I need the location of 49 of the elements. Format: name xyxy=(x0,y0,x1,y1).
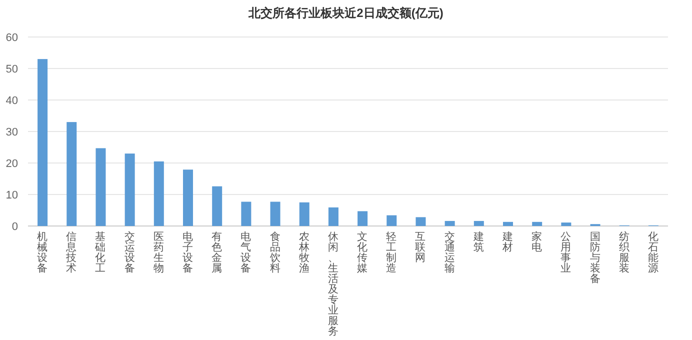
bar xyxy=(38,59,48,226)
bar xyxy=(358,211,368,226)
y-tick-label: 60 xyxy=(6,32,18,44)
bar xyxy=(444,220,455,226)
y-tick-label: 50 xyxy=(6,64,18,76)
x-tick-label: 交通运输 xyxy=(444,230,456,274)
chart-title: 北交所各行业板块近2日成交额(亿元) xyxy=(248,6,444,20)
bar xyxy=(503,222,513,226)
x-tick-label: 建材 xyxy=(502,230,514,254)
y-tick-label: 30 xyxy=(6,126,18,138)
y-tick-label: 40 xyxy=(6,95,18,107)
bar xyxy=(474,220,484,226)
x-tick-label: 建筑 xyxy=(472,230,484,254)
x-tick-label: 交运设备 xyxy=(124,230,136,274)
bar xyxy=(561,222,572,226)
x-tick-label: 公用事业 xyxy=(560,231,572,274)
bar xyxy=(124,154,135,226)
x-tick-label: 医药生物 xyxy=(153,231,164,274)
x-tick-label: 有色金属 xyxy=(212,231,223,274)
bar xyxy=(183,170,193,226)
bar xyxy=(532,222,542,226)
x-tick-label: 电气设备 xyxy=(240,230,252,274)
x-tick-label: 基础化工 xyxy=(94,230,106,274)
bar xyxy=(96,148,106,226)
x-tick-label: 轻工制造 xyxy=(386,231,398,274)
x-tick-label: 信息技术 xyxy=(65,231,78,274)
x-tick-label: 电子设备 xyxy=(182,230,194,274)
y-tick-label: 20 xyxy=(6,158,18,170)
y-tick-label: 10 xyxy=(6,190,18,202)
x-tick-label: 化石能源 xyxy=(648,231,659,274)
category-label: 休闲、生活及专业服务 xyxy=(328,231,339,338)
x-tick-label: 食品饮料 xyxy=(268,231,281,274)
x-tick-label: 国防与装备 xyxy=(590,231,601,285)
bar xyxy=(154,161,164,226)
bar xyxy=(212,186,222,226)
x-tick-label: 互联网 xyxy=(415,231,426,264)
x-tick-label: 文化传媒 xyxy=(357,230,368,274)
y-tick-label: 0 xyxy=(12,221,18,233)
bar xyxy=(416,217,426,226)
bar xyxy=(299,202,310,226)
x-tick-label: 纺织服装 xyxy=(618,230,630,274)
x-tick-label: 农林牧渔 xyxy=(298,231,310,274)
bar xyxy=(270,202,280,226)
bar xyxy=(241,202,252,226)
x-tick-label: 机械设备 xyxy=(37,231,48,274)
x-tick-label: 家电 xyxy=(532,230,543,254)
bar xyxy=(386,215,397,226)
bar xyxy=(66,122,77,226)
bar xyxy=(328,207,338,226)
